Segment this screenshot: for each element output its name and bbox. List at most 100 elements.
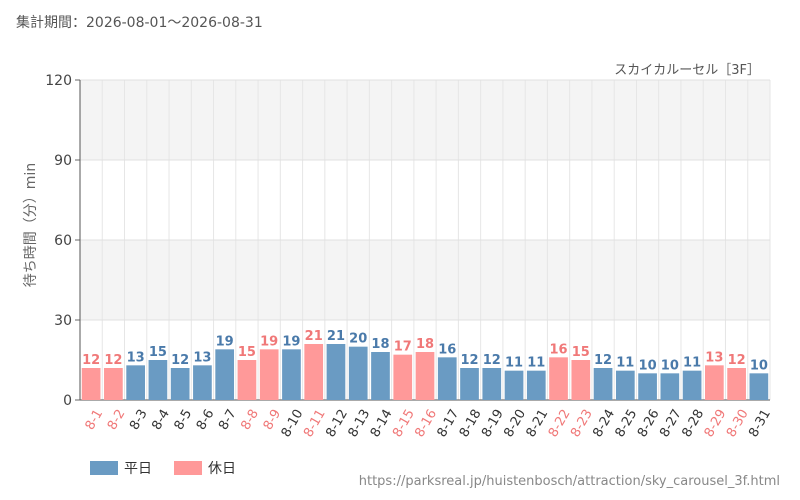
bar-8-27	[660, 373, 680, 400]
bar-8-9	[259, 349, 279, 400]
x-tick-label: 8-21	[524, 407, 552, 440]
bar-8-8	[237, 360, 257, 400]
x-tick-label: 8-3	[127, 407, 151, 433]
bar-8-15	[393, 354, 413, 400]
data-label: 15	[238, 345, 256, 360]
x-tick-label: 8-22	[546, 407, 574, 440]
x-tick-label: 8-2	[105, 407, 129, 433]
data-label: 12	[171, 353, 189, 368]
grid-band	[80, 80, 770, 160]
bar-8-28	[682, 370, 702, 400]
legend-label-holiday: 休日	[208, 461, 236, 477]
x-tick-label: 8-8	[238, 407, 262, 433]
data-label: 10	[661, 358, 679, 373]
bar-8-23	[571, 360, 591, 400]
bar-8-1	[81, 368, 101, 400]
x-tick-label: 8-24	[590, 407, 618, 440]
legend: 平日 休日	[90, 458, 236, 478]
bar-8-29	[705, 365, 724, 400]
x-tick-label: 8-18	[457, 407, 485, 440]
data-label: 12	[104, 353, 122, 368]
bar-8-26	[638, 373, 657, 400]
bar-8-5	[170, 368, 190, 400]
data-label: 16	[438, 342, 456, 357]
data-label: 10	[750, 358, 768, 373]
x-tick-label: 8-7	[216, 407, 240, 433]
y-tick-label: 0	[63, 393, 72, 409]
bar-8-6	[193, 365, 212, 400]
x-tick-label: 8-25	[613, 407, 641, 440]
x-tick-label: 8-30	[724, 407, 752, 440]
x-tick-label: 8-13	[346, 407, 374, 440]
data-label: 10	[639, 358, 657, 373]
data-label: 12	[82, 353, 100, 368]
x-tick-label: 8-14	[368, 407, 396, 440]
data-label: 12	[594, 353, 612, 368]
grid-band	[80, 240, 770, 320]
bar-8-2	[104, 368, 123, 400]
x-tick-label: 8-17	[435, 407, 463, 440]
bar-8-10	[282, 349, 301, 400]
x-tick-label: 8-23	[568, 407, 596, 440]
source-url: https://parksreal.jp/huistenbosch/attrac…	[358, 474, 780, 489]
y-tick-label: 120	[45, 73, 72, 89]
bar-8-4	[148, 360, 168, 400]
bar-8-14	[371, 352, 390, 400]
bar-8-19	[482, 368, 502, 400]
data-label: 20	[349, 332, 367, 347]
y-tick-label: 90	[54, 153, 72, 169]
bar-8-18	[460, 368, 479, 400]
x-tick-label: 8-26	[635, 407, 663, 440]
bar-8-12	[326, 344, 346, 400]
x-tick-label: 8-20	[501, 407, 529, 440]
data-label: 13	[193, 350, 211, 365]
legend-label-weekday: 平日	[124, 461, 152, 477]
x-tick-label: 8-6	[194, 407, 218, 433]
bar-8-3	[126, 365, 145, 400]
data-label: 12	[460, 353, 478, 368]
bar-8-20	[504, 370, 524, 400]
data-label: 11	[505, 356, 523, 371]
grid-band	[80, 160, 770, 240]
data-label: 18	[416, 337, 434, 352]
x-tick-label: 8-28	[679, 407, 707, 440]
x-tick-label: 8-12	[323, 407, 351, 440]
bar-8-22	[549, 357, 568, 400]
y-tick-label: 60	[54, 233, 72, 249]
bar-8-13	[348, 346, 368, 400]
data-label: 19	[282, 334, 300, 349]
bar-8-24	[593, 368, 613, 400]
data-label: 12	[728, 353, 746, 368]
data-label: 15	[572, 345, 590, 360]
x-tick-label: 8-15	[390, 407, 418, 440]
bar-8-31	[749, 373, 769, 400]
x-tick-label: 8-5	[172, 407, 196, 433]
y-tick-label: 30	[54, 313, 72, 329]
bar-8-17	[437, 357, 457, 400]
data-label: 15	[149, 345, 167, 360]
bar-8-11	[304, 344, 324, 400]
data-label: 13	[127, 350, 145, 365]
data-label: 11	[616, 356, 634, 371]
x-tick-label: 8-31	[746, 407, 774, 440]
x-tick-label: 8-19	[479, 407, 507, 440]
data-label: 17	[394, 340, 412, 355]
legend-item-weekday: 平日	[90, 458, 152, 478]
bar-8-21	[526, 370, 546, 400]
bar-8-16	[415, 352, 435, 400]
legend-item-holiday: 休日	[174, 458, 236, 478]
x-tick-label: 8-27	[657, 407, 685, 440]
data-label: 16	[550, 342, 568, 357]
data-label: 19	[216, 334, 234, 349]
data-label: 18	[371, 337, 389, 352]
bar-8-7	[215, 349, 235, 400]
data-label: 21	[327, 329, 345, 344]
data-label: 11	[683, 356, 701, 371]
x-tick-label: 8-11	[301, 407, 329, 440]
bar-chart: 0 30 60 90 120 12 8-1 12 8-2 13 8-3 15 8-4 12 8-5 13 8-6…	[45, 73, 774, 440]
x-tick-label: 8-10	[279, 407, 307, 440]
x-tick-label: 8-4	[149, 407, 173, 433]
x-tick-label: 8-1	[83, 407, 107, 433]
data-label: 11	[527, 356, 545, 371]
legend-swatch-holiday	[174, 461, 202, 475]
